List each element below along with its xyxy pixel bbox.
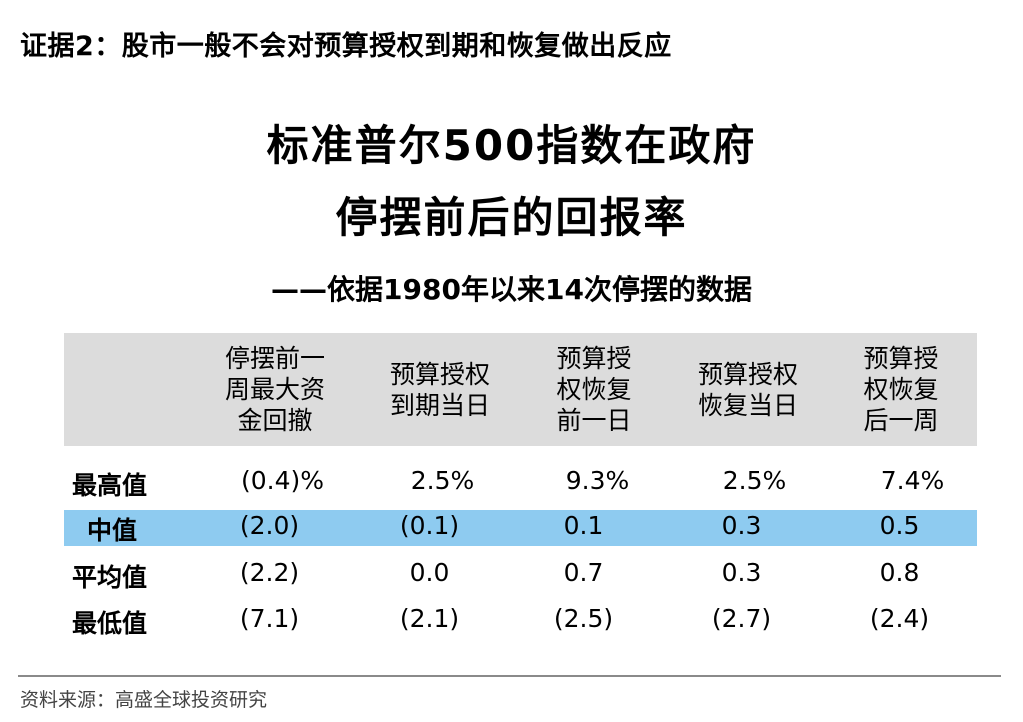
row-label-median: 中值 xyxy=(87,516,138,545)
table-cell: 2.5% xyxy=(410,466,475,495)
page-heading: 证据2：股市一般不会对预算授权到期和恢复做出反应 xyxy=(20,31,672,62)
table-cell: 0.1 xyxy=(563,511,604,540)
table-cell: (2.2) xyxy=(239,558,300,587)
table-cell: (2.0) xyxy=(239,511,300,540)
table-cell: 7.4% xyxy=(880,466,945,495)
table-cell: (7.1) xyxy=(239,604,300,633)
table-cell: 2.5% xyxy=(722,466,787,495)
col-header-4-line: 预算授权 xyxy=(697,359,798,389)
col-header-3: 预算授 权恢复 前一日 xyxy=(514,333,674,446)
col-header-4-line: 恢复当日 xyxy=(697,390,798,420)
table-cell: (0.4)% xyxy=(240,466,325,495)
footer-divider xyxy=(18,675,1001,677)
table-cell: (2.7) xyxy=(711,604,772,633)
col-header-1: 停摆前一 周最大资 金回撤 xyxy=(195,333,355,446)
source-note: 资料来源：高盛全球投资研究 xyxy=(20,689,268,711)
col-header-4: 预算授权 恢复当日 xyxy=(668,333,828,446)
table-cell: 0.3 xyxy=(721,558,762,587)
table-cell: (2.4) xyxy=(869,604,930,633)
row-label-max: 最高值 xyxy=(72,471,148,500)
col-header-5-line: 预算授 xyxy=(863,344,939,373)
table-header-band xyxy=(64,333,977,446)
chart-title-line-2: 停摆前后的回报率 xyxy=(335,193,688,242)
col-header-5-line: 后一周 xyxy=(863,406,939,435)
table-cell: 0.7 xyxy=(563,558,604,587)
chart-title-line-1: 标准普尔500指数在政府 xyxy=(266,121,757,170)
col-header-1-line: 停摆前一 xyxy=(224,344,325,373)
col-header-3-line: 前一日 xyxy=(556,406,632,435)
col-header-2-line: 预算授权 xyxy=(389,359,490,389)
col-header-3-line: 预算授 xyxy=(556,344,632,373)
row-label-mean: 平均值 xyxy=(72,563,148,592)
col-header-3-line: 权恢复 xyxy=(556,375,632,404)
table-cell: 0.3 xyxy=(721,511,762,540)
table-cell: 0.8 xyxy=(879,558,920,587)
table-cell: (2.1) xyxy=(399,604,460,633)
col-header-2-line: 到期当日 xyxy=(389,390,490,420)
table-cell: 0.0 xyxy=(409,558,450,587)
col-header-1-line: 金回撤 xyxy=(237,406,313,435)
table-cell: (0.1) xyxy=(399,511,460,540)
median-row-highlight xyxy=(64,510,977,546)
table-cell: 9.3% xyxy=(565,466,630,495)
col-header-5-line: 权恢复 xyxy=(863,375,939,404)
col-header-1-line: 周最大资 xyxy=(224,375,325,404)
col-header-2: 预算授权 到期当日 xyxy=(360,333,520,446)
chart-subtitle: ——依据1980年以来14次停摆的数据 xyxy=(271,273,752,306)
table-cell: (2.5) xyxy=(553,604,614,633)
col-header-5: 预算授 权恢复 后一周 xyxy=(821,333,981,446)
row-label-min: 最低值 xyxy=(72,609,148,638)
table-cell: 0.5 xyxy=(879,511,920,540)
